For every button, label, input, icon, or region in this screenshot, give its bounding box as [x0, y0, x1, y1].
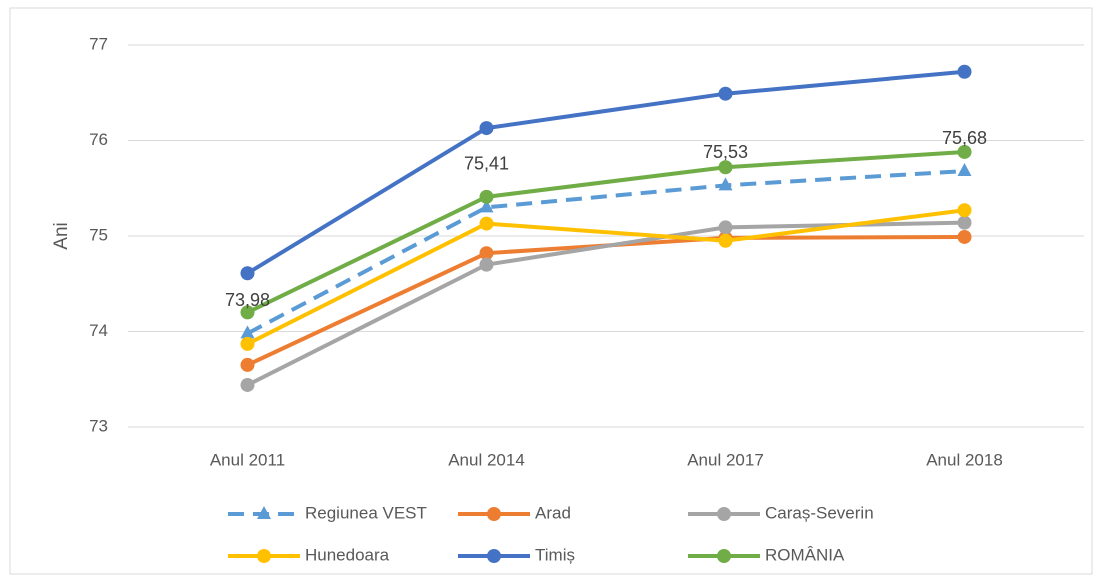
- point: [957, 203, 972, 218]
- point: [240, 266, 255, 281]
- legend-label: Hunedoara: [305, 545, 390, 564]
- legend-label: Regiunea VEST: [305, 503, 427, 522]
- series-line: [246, 149, 965, 315]
- x-tick-label: Anul 2017: [687, 450, 764, 469]
- series-line: [246, 169, 965, 336]
- y-tick-label: 75: [89, 225, 108, 244]
- point: [479, 257, 494, 272]
- point: [479, 189, 494, 204]
- point: [479, 121, 494, 136]
- point: [240, 357, 255, 372]
- legend-marker: [717, 549, 731, 563]
- point: [957, 144, 972, 159]
- data-label: 73,98: [225, 290, 270, 310]
- point: [240, 377, 255, 392]
- series-line: [246, 69, 965, 275]
- x-tick-label: Anul 2018: [926, 450, 1003, 469]
- y-tick-label: 74: [89, 321, 108, 340]
- legend-label: Caraș-Severin: [765, 503, 874, 522]
- point: [479, 199, 494, 213]
- chart-border: [9, 7, 1093, 575]
- point: [240, 325, 255, 339]
- point: [479, 216, 494, 231]
- point: [240, 305, 255, 320]
- point: [718, 177, 733, 191]
- y-axis-label: Ani: [51, 222, 72, 249]
- point: [718, 233, 733, 248]
- y-tick-label: 77: [89, 34, 108, 53]
- legend-marker: [487, 507, 501, 521]
- point: [957, 64, 972, 79]
- point: [718, 86, 733, 101]
- legend-marker: [487, 549, 501, 563]
- series-line: [246, 208, 965, 346]
- legend-label: ROMÂNIA: [765, 545, 845, 564]
- legend-label: Arad: [535, 503, 571, 522]
- legend-marker: [257, 506, 271, 519]
- point: [479, 246, 494, 261]
- legend-label: Timiș: [535, 545, 575, 564]
- point: [957, 163, 972, 177]
- point: [718, 160, 733, 175]
- data-label: 75,53: [703, 142, 748, 162]
- legend-marker: [257, 549, 271, 563]
- y-tick-label: 76: [89, 130, 108, 149]
- point: [957, 229, 972, 244]
- point: [957, 215, 972, 230]
- point: [240, 336, 255, 351]
- x-tick-label: Anul 2011: [210, 450, 285, 469]
- x-tick-label: Anul 2014: [448, 450, 525, 469]
- y-tick-label: 73: [89, 416, 108, 435]
- data-label: 75,68: [942, 128, 987, 148]
- legend-marker: [717, 507, 731, 521]
- point: [718, 220, 733, 235]
- data-label: 75,41: [464, 154, 509, 174]
